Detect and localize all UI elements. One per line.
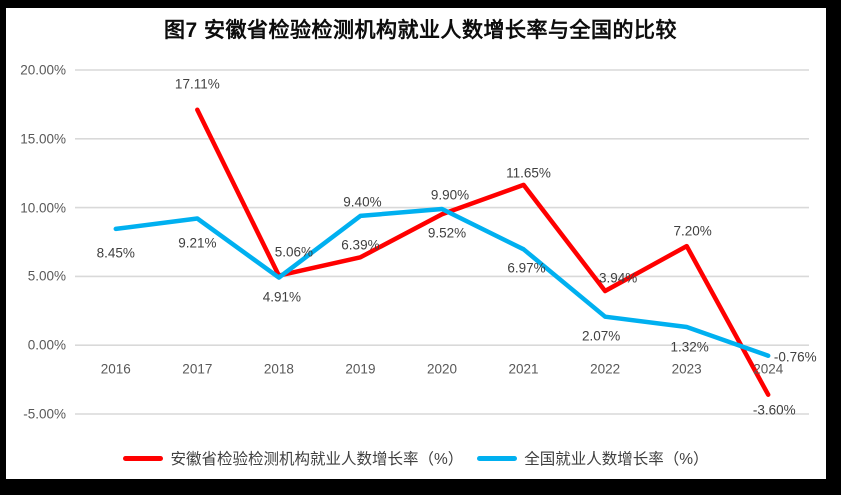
x-axis-tick-label: 2017: [182, 361, 213, 377]
y-axis-tick-label: 5.00%: [27, 268, 66, 284]
data-label: 1.32%: [670, 339, 709, 355]
x-axis-tick-label: 2024: [753, 361, 784, 377]
x-axis-tick-label: 2023: [671, 361, 702, 377]
data-label: 7.20%: [673, 223, 712, 239]
data-label: 9.21%: [178, 235, 217, 251]
chart-title: 图7 安徽省检验检测机构就业人数增长率与全国的比较: [163, 19, 677, 42]
chart-legend: 安徽省检验检测机构就业人数增长率（%） 全国就业人数增长率（%）: [6, 447, 826, 469]
x-axis-tick-label: 2021: [508, 361, 539, 377]
data-label: 9.40%: [343, 194, 382, 210]
x-axis-tick-label: 2019: [345, 361, 376, 377]
legend-label-anhui: 安徽省检验检测机构就业人数增长率（%）: [170, 451, 464, 468]
y-axis-tick-label: 0.00%: [27, 337, 66, 353]
legend-item-national: 全国就业人数增长率（%）: [477, 447, 709, 469]
data-label: 2.07%: [581, 328, 621, 344]
data-label: -3.60%: [752, 402, 796, 418]
data-label: 9.52%: [427, 225, 467, 241]
x-axis-tick-label: 2020: [426, 361, 458, 377]
chart-canvas: [6, 8, 826, 479]
y-axis-tick-label: 10.00%: [20, 200, 66, 216]
legend-label-national: 全国就业人数增长率（%）: [524, 451, 709, 468]
data-label: 3.94%: [598, 270, 638, 286]
legend-swatch-blue-line-icon: [477, 455, 518, 461]
data-label: 5.06%: [274, 244, 314, 260]
data-label: 9.90%: [430, 187, 470, 203]
y-axis-tick-label: -5.00%: [23, 406, 66, 422]
x-axis-tick-label: 2018: [263, 361, 294, 377]
data-label: 11.65%: [506, 165, 551, 181]
y-axis-tick-label: 15.00%: [20, 131, 66, 147]
data-label: 6.97%: [507, 260, 546, 276]
data-label: 6.39%: [341, 237, 380, 253]
series-line-anhui: [195, 107, 771, 397]
data-label: -0.76%: [773, 349, 817, 365]
data-label: 4.91%: [262, 289, 302, 305]
data-label: 17.11%: [174, 76, 220, 92]
x-axis-tick-label: 2022: [590, 361, 621, 377]
data-label: 8.45%: [96, 245, 135, 261]
x-axis-tick-label: 2016: [100, 361, 131, 377]
legend-swatch-red-line-icon: [123, 455, 164, 461]
legend-item-anhui: 安徽省检验检测机构就业人数增长率（%）: [123, 447, 463, 469]
y-axis-tick-label: 20.00%: [20, 62, 66, 78]
series-line-national: [113, 206, 771, 358]
